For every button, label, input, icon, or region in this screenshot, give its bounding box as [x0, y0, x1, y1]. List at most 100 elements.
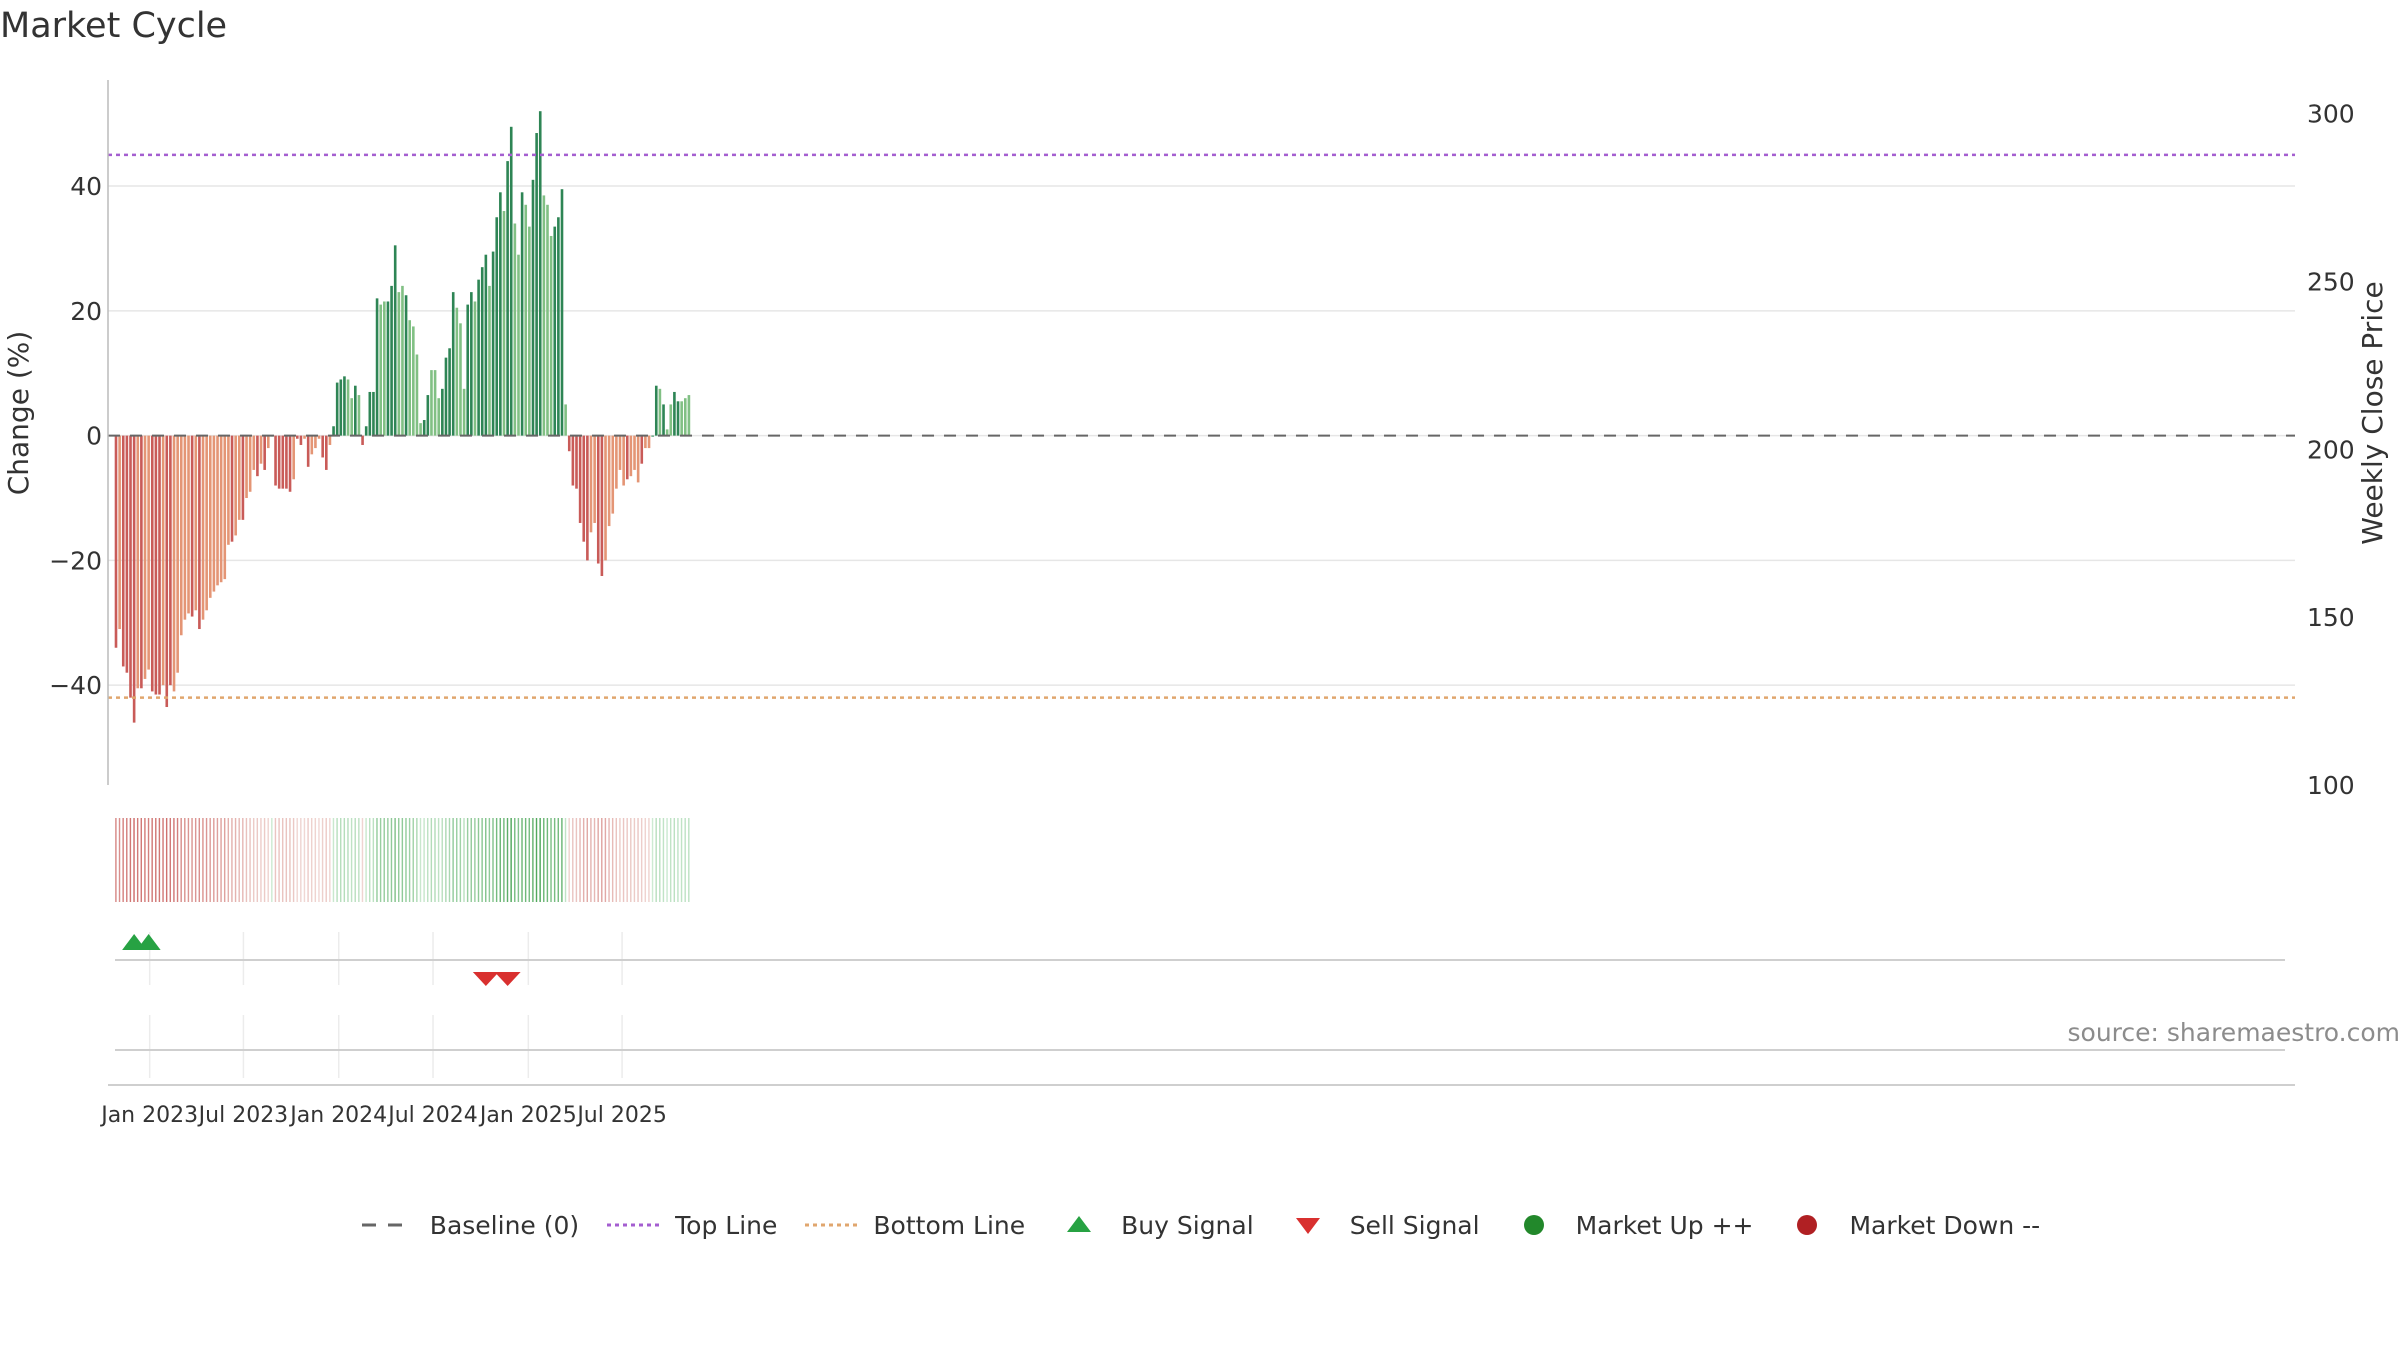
- bar: [194, 435, 198, 611]
- heat-cell: [517, 818, 520, 902]
- bar: [426, 395, 430, 436]
- legend-item-baseline[interactable]: Baseline (0): [360, 1210, 579, 1240]
- bar: [676, 401, 680, 436]
- heat-cell: [412, 818, 414, 902]
- bar: [169, 435, 172, 686]
- bar: [321, 435, 324, 458]
- heat-cell: [325, 818, 327, 902]
- heat-cell: [445, 818, 447, 902]
- sell-signal-marker: [494, 972, 521, 986]
- heat-cell: [281, 818, 284, 902]
- bar: [622, 435, 625, 486]
- heat-cell: [662, 818, 665, 902]
- bar: [683, 398, 687, 436]
- bar: [158, 435, 161, 695]
- bar: [295, 435, 299, 439]
- bar: [466, 304, 470, 436]
- heat-cell: [434, 818, 436, 902]
- legend-label: Top Line: [675, 1210, 778, 1240]
- bar: [640, 435, 644, 464]
- bar: [328, 435, 332, 445]
- bar: [212, 435, 216, 592]
- heat-cell: [474, 818, 476, 902]
- bar: [314, 435, 317, 449]
- bar: [223, 435, 227, 580]
- dash-line-icon: [361, 1223, 414, 1227]
- heat-cell: [488, 818, 491, 902]
- heat-cell: [575, 818, 578, 902]
- bar: [491, 251, 495, 436]
- heat-cell: [238, 818, 240, 902]
- bar: [375, 298, 379, 436]
- heat-cell: [608, 818, 610, 902]
- heat-cell: [539, 818, 541, 902]
- heat-cell: [115, 818, 117, 902]
- bar: [654, 385, 658, 436]
- bar: [589, 435, 593, 533]
- legend-item-buy-signal[interactable]: Buy Signal: [1051, 1210, 1254, 1240]
- heat-cell: [242, 818, 244, 902]
- bar: [252, 435, 256, 470]
- heat-cell: [140, 818, 142, 902]
- bar: [335, 382, 339, 436]
- heat-cell: [648, 818, 650, 902]
- legend-item-market-down[interactable]: Market Down --: [1779, 1210, 2040, 1240]
- bar: [256, 435, 259, 477]
- triangle-up-green-icon: [1067, 1216, 1092, 1232]
- bar: [422, 420, 426, 436]
- heat-cell: [369, 818, 371, 902]
- bar: [379, 304, 383, 436]
- buy-signal-marker: [136, 934, 161, 950]
- heat-cell: [158, 818, 161, 902]
- heat-cell: [688, 818, 690, 902]
- heat-cell: [234, 818, 237, 902]
- heat-cell: [466, 818, 469, 902]
- bar: [495, 217, 499, 436]
- heat-cell: [680, 818, 683, 902]
- legend-item-sell-signal[interactable]: Sell Signal: [1280, 1210, 1480, 1240]
- bar: [459, 323, 462, 436]
- heat-cell: [481, 818, 483, 902]
- heat-cell: [173, 818, 175, 902]
- legend-item-top-line[interactable]: Top Line: [605, 1210, 777, 1240]
- bar: [615, 435, 618, 489]
- heat-cell: [448, 818, 451, 902]
- bar: [444, 357, 448, 436]
- legend-item-market-up[interactable]: Market Up ++: [1506, 1210, 1753, 1240]
- heat-cell: [339, 818, 342, 902]
- heat-cell: [510, 818, 512, 902]
- legend-label: Buy Signal: [1121, 1210, 1254, 1240]
- heat-cell: [582, 818, 585, 902]
- heat-cell: [597, 818, 599, 902]
- bar: [306, 435, 310, 467]
- heat-cell: [408, 818, 411, 902]
- bar: [412, 326, 415, 436]
- heat-cell: [532, 818, 534, 902]
- heat-cell: [383, 818, 385, 902]
- bar: [618, 435, 622, 470]
- heat-cell: [361, 818, 364, 902]
- bar: [393, 245, 397, 436]
- heat-cell: [147, 818, 150, 902]
- heat-cell: [590, 818, 592, 902]
- bar: [448, 348, 451, 436]
- heat-cell: [216, 818, 219, 902]
- heat-cell: [387, 818, 389, 902]
- heat-cell: [271, 818, 273, 902]
- y-left-tick-label: 40: [70, 172, 102, 201]
- heat-cell: [133, 818, 135, 902]
- bar: [277, 435, 281, 489]
- heat-cell: [492, 818, 494, 902]
- legend-item-bottom-line[interactable]: Bottom Line: [803, 1210, 1025, 1240]
- heat-cell: [521, 818, 523, 902]
- heat-cell: [535, 818, 538, 902]
- heat-cell: [332, 818, 335, 902]
- heat-cell: [118, 818, 121, 902]
- heat-cell: [176, 818, 179, 902]
- bar: [582, 435, 586, 542]
- legend-label: Bottom Line: [873, 1210, 1026, 1240]
- bar: [455, 307, 459, 436]
- heat-cell: [358, 818, 360, 902]
- bar: [462, 388, 466, 436]
- bar: [604, 435, 607, 561]
